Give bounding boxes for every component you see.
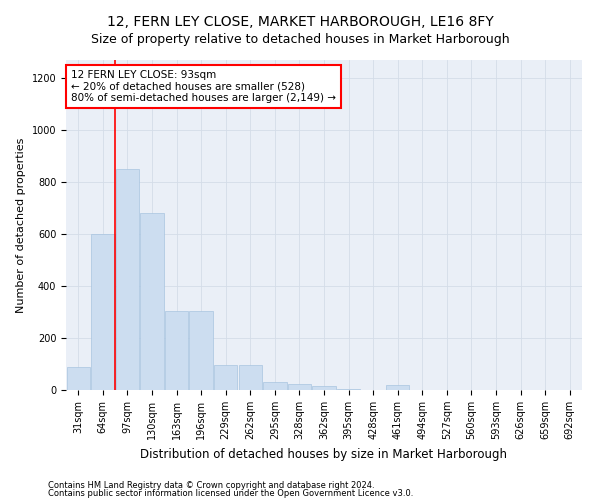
Bar [288,384,311,390]
Text: Contains public sector information licensed under the Open Government Licence v3: Contains public sector information licen… [48,489,413,498]
X-axis label: Distribution of detached houses by size in Market Harborough: Distribution of detached houses by size … [140,448,508,460]
Text: Contains HM Land Registry data © Crown copyright and database right 2024.: Contains HM Land Registry data © Crown c… [48,480,374,490]
Bar [67,366,90,390]
Bar [190,310,213,390]
Bar [263,382,287,390]
Bar [165,310,188,390]
Text: Size of property relative to detached houses in Market Harborough: Size of property relative to detached ho… [91,32,509,46]
Bar [239,366,262,390]
Y-axis label: Number of detached properties: Number of detached properties [16,138,26,312]
Bar [116,169,139,390]
Text: 12, FERN LEY CLOSE, MARKET HARBOROUGH, LE16 8FY: 12, FERN LEY CLOSE, MARKET HARBOROUGH, L… [107,15,493,29]
Bar [91,234,115,390]
Bar [337,388,360,390]
Bar [313,386,335,390]
Bar [140,214,164,390]
Bar [386,385,409,390]
Text: 12 FERN LEY CLOSE: 93sqm
← 20% of detached houses are smaller (528)
80% of semi-: 12 FERN LEY CLOSE: 93sqm ← 20% of detach… [71,70,336,103]
Bar [214,366,238,390]
